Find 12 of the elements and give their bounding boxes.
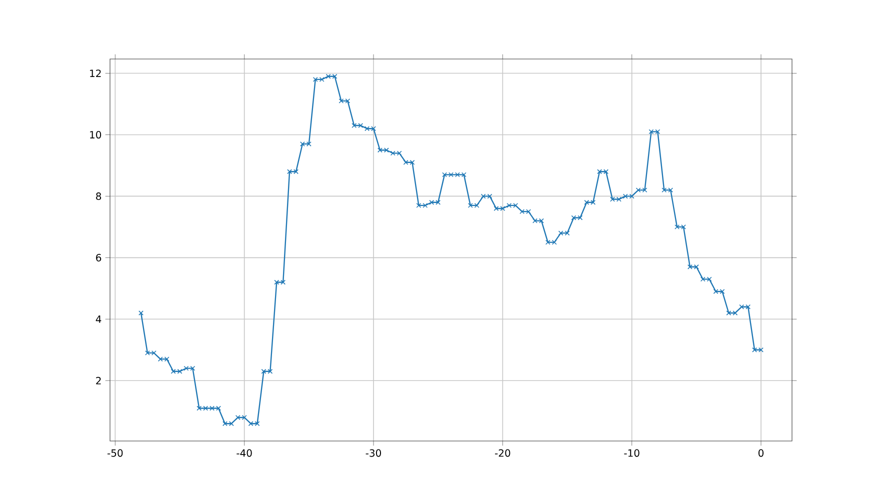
y-tick-label: 4 — [96, 316, 102, 323]
x-tick-label: -40 — [236, 449, 252, 457]
y-tick-label: 2 — [96, 376, 101, 384]
x-tick-label: 0 — [758, 449, 764, 457]
y-tick-label: 10 — [90, 130, 102, 139]
y-tick-label: 12 — [90, 70, 101, 77]
y-tick-label: 6 — [96, 254, 102, 262]
x-tick-label: -20 — [494, 449, 510, 457]
x-tick-label: -50 — [107, 449, 123, 457]
y-tick-label: 8 — [96, 192, 102, 200]
x-tick-label: -10 — [624, 449, 640, 457]
x-tick-label: -30 — [366, 449, 381, 457]
